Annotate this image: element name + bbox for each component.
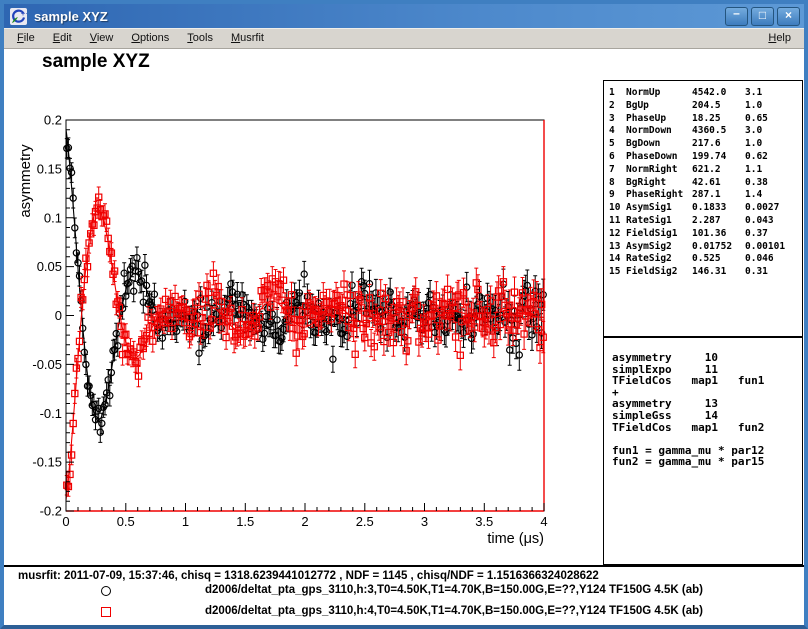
y-tick-label: -0.1 [40, 406, 62, 421]
fit-parameter-box: 1NormUp4542.03.12BgUp204.51.03PhaseUp18.… [603, 80, 803, 337]
menu-item-musrfit[interactable]: Musrfit [222, 30, 273, 47]
legend-circle-marker [101, 586, 111, 596]
param-row: 5BgDown217.61.0 [604, 138, 802, 151]
asymmetry-plot[interactable]: 0 0.5 1 1.5 2 2.5 3 3.5 4 0.2 0.15 0.1 0.05 0 -0.05 -0.… [4, 48, 608, 565]
menu-item-file[interactable]: File [8, 30, 44, 47]
x-tick-label: 2.5 [356, 514, 374, 529]
menu-item-view[interactable]: View [81, 30, 123, 47]
theory-box: asymmetry 10 simplExpo 11 TFieldCos map1… [603, 337, 803, 565]
y-tick-label: 0.05 [37, 259, 62, 274]
menu-item-options[interactable]: Options [122, 30, 178, 47]
legend-square-marker [101, 607, 111, 617]
x-tick-label: 1 [182, 514, 189, 529]
fit-status-line: musrfit: 2011-07-09, 15:37:46, chisq = 1… [18, 570, 599, 582]
x-axis-title: time (μs) [487, 531, 544, 547]
param-row: 9PhaseRight287.11.4 [604, 189, 802, 202]
param-row: 4NormDown4360.53.0 [604, 125, 802, 138]
x-tick-label: 3 [421, 514, 428, 529]
x-tick-label: 3.5 [475, 514, 493, 529]
legend-row: d2006/deltat_pta_gps_3110,h:3,T0=4.50K,T… [4, 584, 804, 598]
param-row: 10AsymSig10.18330.0027 [604, 202, 802, 215]
legend-row: d2006/deltat_pta_gps_3110,h:4,T0=4.50K,T… [4, 605, 804, 619]
title-bar[interactable]: ++ sample XYZ – □ × [4, 4, 804, 28]
menu-item-tools[interactable]: Tools [178, 30, 222, 47]
series-square [64, 187, 547, 500]
maximize-button[interactable]: □ [751, 7, 774, 26]
param-row: 1NormUp4542.03.1 [604, 87, 802, 100]
svg-text:++: ++ [21, 10, 28, 17]
legend-run-label: d2006/deltat_pta_gps_3110,h:3,T0=4.50K,T… [205, 584, 703, 596]
y-tick-label: -0.15 [32, 455, 62, 470]
y-tick-label: 0 [55, 308, 62, 323]
param-row: 15FieldSig2146.310.31 [604, 266, 802, 279]
y-tick-label: 0.1 [44, 210, 62, 225]
param-row: 8BgRight42.610.38 [604, 177, 802, 190]
param-row: 6PhaseDown199.740.62 [604, 151, 802, 164]
close-button[interactable]: × [777, 7, 800, 26]
param-row: 12FieldSig1101.360.37 [604, 228, 802, 241]
param-row: 14RateSig20.5250.046 [604, 253, 802, 266]
statusbar-divider [4, 565, 804, 567]
theory-curve [66, 210, 543, 500]
x-tick-label: 0.5 [117, 514, 135, 529]
x-tick-label: 0 [62, 514, 69, 529]
musrfit-window: ++ sample XYZ – □ × FileEditViewOptionsT… [0, 0, 808, 629]
param-row: 3PhaseUp18.250.65 [604, 113, 802, 126]
menu-item-edit[interactable]: Edit [44, 30, 81, 47]
x-tick-label: 2 [301, 514, 308, 529]
y-tick-label: 0.15 [37, 161, 62, 176]
window-title: sample XYZ [34, 9, 722, 24]
y-tick-label: -0.05 [32, 357, 62, 372]
menu-bar: FileEditViewOptionsToolsMusrfit Help [4, 28, 804, 49]
param-row: 2BgUp204.51.0 [604, 100, 802, 113]
minimize-button[interactable]: – [725, 7, 748, 26]
menu-item-help[interactable]: Help [759, 30, 800, 47]
x-tick-label: 4 [540, 514, 547, 529]
y-tick-label: 0.2 [44, 113, 62, 128]
param-row: 7NormRight621.21.1 [604, 164, 802, 177]
param-row: 13AsymSig20.017520.00101 [604, 241, 802, 254]
root-app-icon: ++ [10, 8, 27, 25]
theory-text: asymmetry 10 simplExpo 11 TFieldCos map1… [612, 352, 802, 468]
legend-run-label: d2006/deltat_pta_gps_3110,h:4,T0=4.50K,T… [205, 605, 703, 617]
x-tick-label: 1.5 [236, 514, 254, 529]
y-tick-label: -0.2 [40, 504, 62, 519]
param-row: 11RateSig12.2870.043 [604, 215, 802, 228]
y-axis-title: asymmetry [17, 144, 34, 218]
